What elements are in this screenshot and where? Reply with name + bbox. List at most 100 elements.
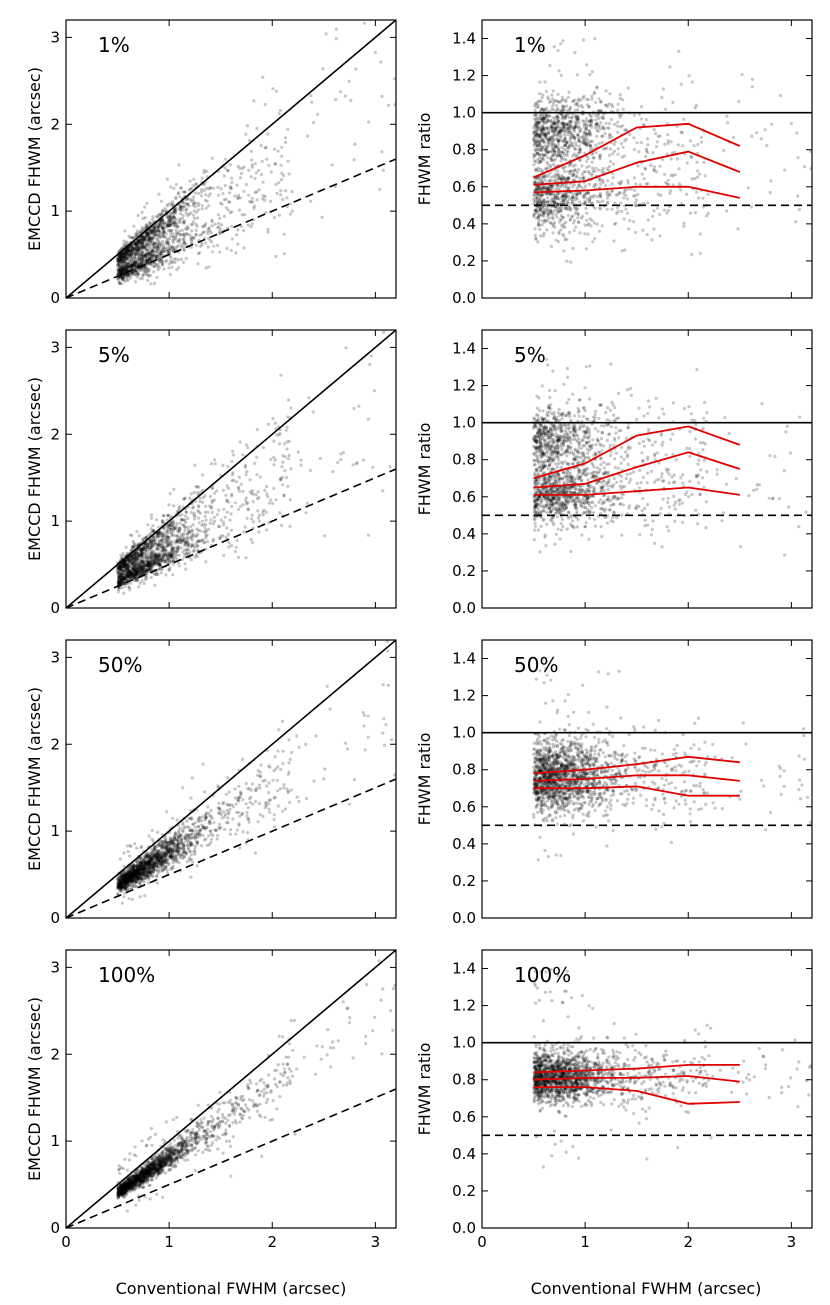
scatter-point — [257, 495, 261, 500]
scatter-point — [159, 199, 163, 203]
scatter-point — [589, 147, 593, 151]
scatter-point — [184, 520, 188, 525]
scatter-point — [550, 125, 554, 129]
scatter-point — [146, 564, 150, 568]
scatter-point — [153, 227, 157, 231]
scatter-point — [183, 235, 187, 239]
scatter-point — [580, 164, 584, 168]
scatter-point — [117, 270, 122, 274]
scatter-point — [603, 146, 607, 151]
scatter-point — [533, 188, 537, 192]
scatter-point — [136, 231, 140, 235]
scatter-point — [140, 568, 145, 572]
scatter-point — [159, 248, 163, 252]
scatter-point — [267, 163, 271, 167]
scatter-point — [533, 124, 537, 128]
scatter-point — [620, 209, 624, 213]
scatter-point — [598, 206, 602, 210]
scatter-point — [542, 158, 546, 162]
scatter-point — [186, 202, 190, 206]
scatter-point — [693, 211, 698, 215]
scatter-point — [548, 136, 552, 140]
scatter-point — [254, 171, 258, 175]
scatter-point — [136, 254, 141, 258]
scatter-point — [135, 245, 140, 249]
scatter-point — [546, 131, 551, 135]
scatter-point — [550, 210, 555, 214]
scatter-point — [169, 539, 174, 543]
scatter-point — [207, 227, 211, 231]
scatter-point — [549, 139, 553, 143]
scatter-point — [536, 221, 541, 225]
scatter-point — [126, 562, 130, 566]
scatter-point — [537, 161, 541, 165]
scatter-point — [564, 192, 568, 196]
scatter-point — [150, 232, 154, 236]
scatter-point — [171, 556, 175, 560]
scatter-point — [534, 208, 539, 212]
scatter-point — [538, 159, 542, 163]
scatter-point — [120, 255, 124, 259]
scatter-point — [136, 248, 140, 252]
scatter-point — [144, 239, 148, 243]
scatter-point — [587, 129, 592, 133]
scatter-point — [330, 163, 334, 167]
scatter-point — [127, 253, 131, 257]
scatter-point — [576, 104, 581, 108]
scatter-point — [562, 104, 567, 108]
scatter-point — [130, 236, 135, 240]
scatter-point — [646, 201, 650, 205]
scatter-point — [582, 140, 586, 144]
scatter-point — [579, 104, 583, 108]
scatter-point — [200, 207, 204, 211]
scatter-point — [122, 264, 126, 268]
scatter-point — [593, 237, 597, 241]
scatter-point — [553, 126, 557, 131]
scatter-point — [543, 167, 547, 171]
scatter-point — [123, 243, 127, 247]
scatter-point — [123, 268, 127, 272]
scatter-point — [625, 211, 630, 215]
scatter-point — [666, 208, 670, 212]
scatter-point — [575, 119, 580, 123]
scatter-point — [532, 180, 537, 184]
scatter-point — [155, 245, 159, 249]
scatter-point — [124, 265, 128, 269]
scatter-point — [601, 116, 605, 120]
scatter-point — [241, 489, 245, 493]
scatter-point — [216, 243, 220, 247]
scatter-point — [671, 100, 675, 105]
scatter-point — [117, 270, 121, 274]
scatter-point — [540, 186, 545, 190]
scatter-point — [552, 148, 556, 152]
scatter-point — [566, 121, 570, 125]
scatter-point — [583, 202, 587, 206]
scatter-point — [121, 274, 126, 278]
scatter-point — [128, 262, 133, 266]
scatter-point — [539, 213, 544, 217]
scatter-point — [202, 188, 206, 192]
scatter-point — [166, 245, 170, 249]
scatter-point — [138, 563, 142, 568]
scatter-point — [128, 260, 132, 264]
scatter-point — [212, 515, 216, 520]
scatter-point — [175, 221, 179, 225]
scatter-point — [537, 169, 541, 173]
scatter-point — [150, 243, 154, 247]
scatter-point — [119, 255, 123, 259]
scatter-point — [624, 128, 628, 132]
scatter-point — [164, 530, 168, 534]
scatter-point — [143, 225, 148, 229]
scatter-point — [577, 144, 582, 148]
scatter-point — [555, 132, 560, 137]
scatter-point — [137, 250, 141, 254]
scatter-point — [169, 256, 173, 260]
scatter-point — [128, 559, 132, 563]
scatter-point — [278, 476, 283, 481]
scatter-point — [168, 215, 173, 219]
scatter-point — [144, 569, 148, 574]
scatter-point — [545, 200, 550, 204]
scatter-point — [560, 183, 564, 187]
scatter-point — [135, 232, 139, 236]
scatter-point — [123, 569, 127, 573]
